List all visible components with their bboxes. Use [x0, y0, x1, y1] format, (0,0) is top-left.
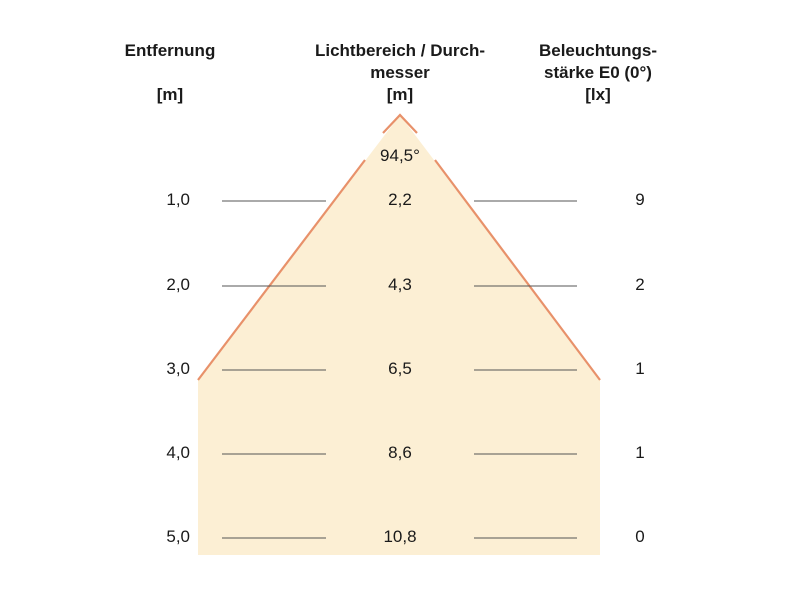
light-cone-area — [198, 115, 600, 555]
illuminance-value: 0 — [635, 527, 645, 546]
illuminance-value: 1 — [635, 359, 645, 378]
distance-value: 3,0 — [166, 359, 190, 378]
illuminance-value: 2 — [635, 275, 645, 294]
beam-header-line2: messer — [370, 63, 430, 82]
diameter-value: 4,3 — [388, 275, 412, 294]
diameter-value: 2,2 — [388, 190, 412, 209]
illuminance-header: Beleuchtungs- stärke E0 (0°) [lx] — [518, 40, 678, 106]
distance-value: 2,0 — [166, 275, 190, 294]
distance-header: Entfernung [m] — [110, 40, 230, 106]
distance-header-unit: [m] — [156, 85, 184, 104]
beam-diameter-header: Lichtbereich / Durch- messer [m] — [300, 40, 500, 106]
beam-header-unit: [m] — [386, 85, 414, 104]
illuminance-value: 9 — [635, 190, 645, 209]
cone-edge-left — [197, 159, 366, 381]
illuminance-value: 1 — [635, 443, 645, 462]
row-lines — [222, 200, 577, 539]
cone-apex — [382, 113, 418, 134]
illuminance-header-unit: [lx] — [585, 85, 611, 104]
distance-value: 4,0 — [166, 443, 190, 462]
illuminance-header-line1: Beleuchtungs- — [538, 41, 658, 60]
diameter-value: 8,6 — [388, 443, 412, 462]
distance-value: 1,0 — [166, 190, 190, 209]
illuminance-header-line2: stärke E0 (0°) — [544, 63, 652, 82]
diameter-value: 6,5 — [388, 359, 412, 378]
distance-value: 5,0 — [166, 527, 190, 546]
diameter-value: 10,8 — [383, 527, 417, 546]
beam-angle-label: 94,5° — [380, 146, 420, 165]
beam-header-line1: Lichtbereich / Durch- — [314, 41, 486, 60]
distance-header-label: Entfernung — [124, 41, 216, 60]
cone-edge-right — [434, 159, 601, 381]
